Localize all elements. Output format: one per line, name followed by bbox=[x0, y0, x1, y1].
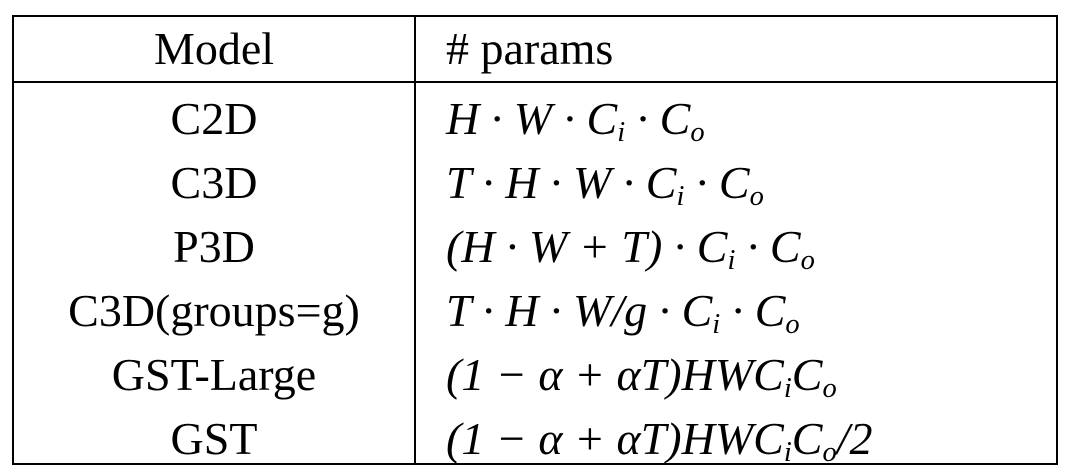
model-cell: C3D bbox=[170, 157, 258, 208]
params-cell: (1 − α + αT)HWCiCo bbox=[446, 349, 837, 405]
params-cell: T · H · W/g · Ci · Co bbox=[446, 285, 800, 341]
header-divider bbox=[14, 81, 1056, 83]
model-cell: C3D(groups=g) bbox=[68, 285, 360, 336]
params-cell: H · W · Ci · Co bbox=[446, 93, 705, 149]
params-cell: (1 − α + αT)HWCiCo/2 bbox=[446, 413, 873, 469]
model-cell: C2D bbox=[170, 93, 258, 144]
params-cell: T · H · W · Ci · Co bbox=[446, 157, 764, 213]
model-cell: GST-Large bbox=[111, 349, 317, 400]
model-cell: P3D bbox=[173, 221, 255, 272]
header-params: # params bbox=[446, 23, 614, 74]
column-divider bbox=[414, 17, 416, 463]
model-cell: GST bbox=[170, 413, 258, 464]
params-table: Model # params C2D H · W · Ci · Co C3D T · … bbox=[12, 15, 1058, 467]
params-cell: (H · W + T) · Ci · Co bbox=[446, 221, 815, 277]
header-model: Model bbox=[153, 23, 275, 74]
